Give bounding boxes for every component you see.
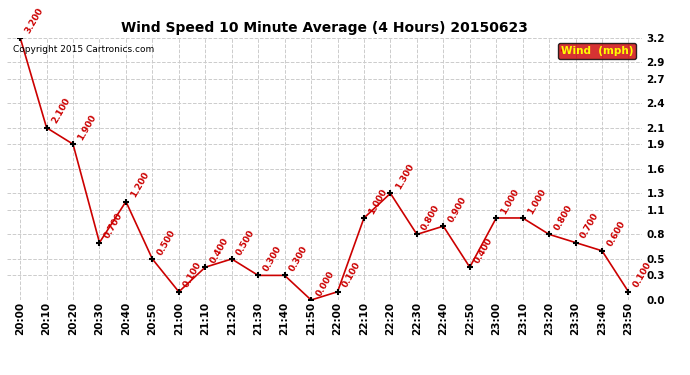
Text: 1.000: 1.000 (367, 187, 389, 216)
Text: 0.700: 0.700 (579, 211, 600, 240)
Text: 1.000: 1.000 (500, 187, 521, 216)
Text: 0.400: 0.400 (208, 236, 230, 265)
Text: Copyright 2015 Cartronics.com: Copyright 2015 Cartronics.com (13, 45, 155, 54)
Legend: Wind  (mph): Wind (mph) (558, 43, 636, 59)
Text: 0.300: 0.300 (262, 244, 283, 273)
Text: 1.200: 1.200 (129, 170, 151, 199)
Text: 0.500: 0.500 (155, 228, 177, 256)
Text: 0.300: 0.300 (288, 244, 310, 273)
Text: 0.700: 0.700 (103, 211, 124, 240)
Text: 0.800: 0.800 (420, 203, 442, 232)
Text: 1.300: 1.300 (393, 162, 415, 191)
Text: 1.900: 1.900 (76, 113, 98, 142)
Text: 0.500: 0.500 (235, 228, 257, 256)
Text: 0.100: 0.100 (631, 261, 653, 290)
Text: 0.900: 0.900 (446, 195, 469, 224)
Text: 0.600: 0.600 (605, 220, 627, 248)
Text: 0.000: 0.000 (314, 269, 336, 297)
Text: 3.200: 3.200 (23, 6, 45, 35)
Text: 1.000: 1.000 (526, 187, 548, 216)
Text: 0.100: 0.100 (341, 261, 362, 290)
Text: 0.400: 0.400 (473, 236, 495, 265)
Title: Wind Speed 10 Minute Average (4 Hours) 20150623: Wind Speed 10 Minute Average (4 Hours) 2… (121, 21, 528, 35)
Text: 0.800: 0.800 (552, 203, 574, 232)
Text: 2.100: 2.100 (50, 96, 72, 125)
Text: 0.100: 0.100 (182, 261, 204, 290)
